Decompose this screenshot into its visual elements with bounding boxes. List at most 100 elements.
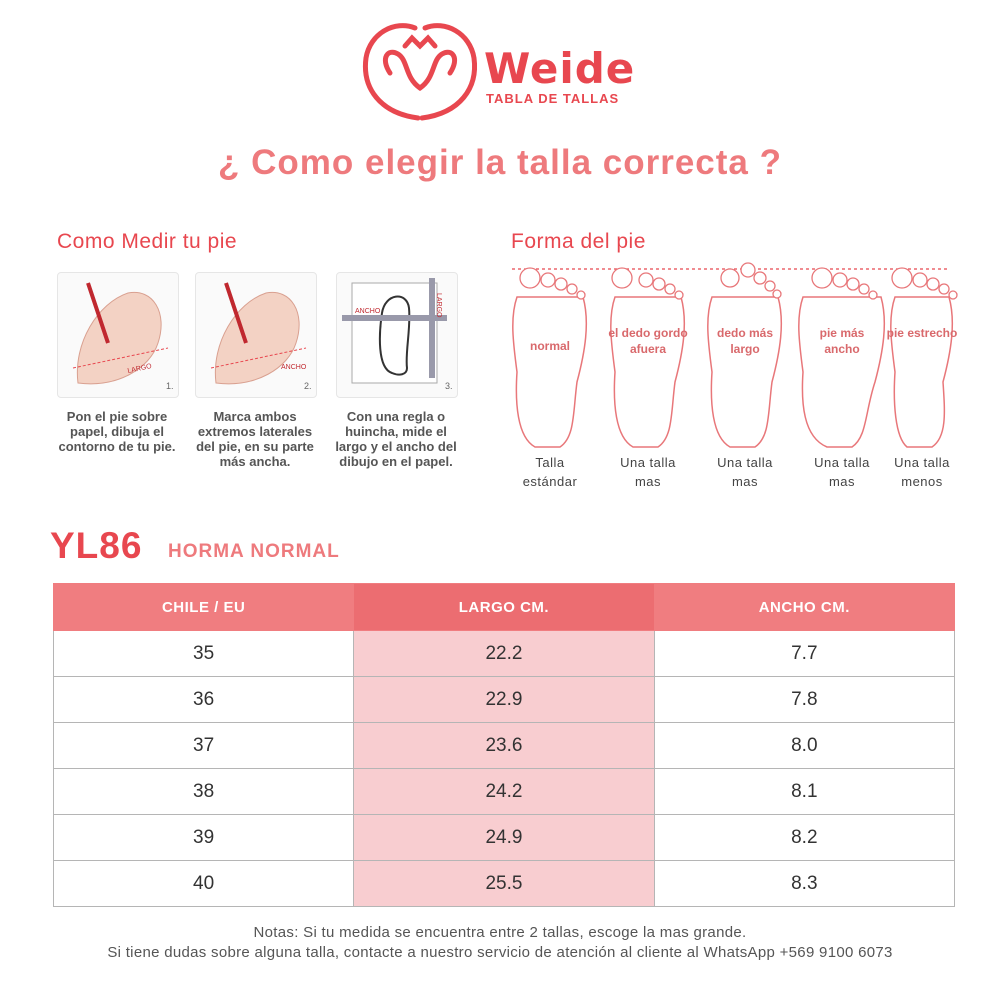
toe <box>638 272 654 288</box>
table-cell: 7.7 <box>653 630 956 677</box>
step-image: LARGO 1. <box>57 272 179 398</box>
step-image: ANCHO LARGO 3. <box>336 272 458 398</box>
table-cell: 8.0 <box>653 722 956 769</box>
foot-outline <box>512 296 588 448</box>
table-row: 36 22.9 7.8 <box>52 676 956 723</box>
table-cell: 24.9 <box>353 814 655 861</box>
foot-outline <box>707 296 783 448</box>
pencil <box>224 282 248 344</box>
shape-result: Una talla mas <box>717 455 773 489</box>
table-cell: 23.6 <box>353 722 655 769</box>
foot-shape <box>610 267 686 448</box>
step-number: 2. <box>304 381 312 391</box>
note: Si tiene dudas sobre alguna talla, conta… <box>107 944 893 961</box>
shape-result: Una talla mas <box>620 455 676 489</box>
table-row: 37 23.6 8.0 <box>52 722 956 769</box>
shape-result: Talla estándar <box>522 455 578 489</box>
foot-shape <box>707 262 783 448</box>
model-code: YL86 <box>50 525 143 566</box>
table-cell: 35 <box>52 630 355 677</box>
toe <box>753 271 767 285</box>
foot-outline <box>798 296 886 448</box>
column-header: ANCHO CM. <box>653 583 956 631</box>
measure-line <box>72 347 169 369</box>
toe <box>868 290 878 300</box>
toe <box>858 283 870 295</box>
shape-label: el dedo gordo afuera <box>608 326 688 356</box>
step-text: Pon el pie sobre papel, dibuja el contor… <box>58 409 176 454</box>
brand-subtitle: TABLA DE TALLAS <box>486 91 620 106</box>
table-cell: 25.5 <box>353 860 655 907</box>
measure-label: ANCHO <box>281 364 307 371</box>
step-image: ANCHO 2. <box>195 272 317 398</box>
table-cell: 38 <box>52 768 355 815</box>
table-cell: 8.2 <box>653 814 956 861</box>
column-header: LARGO CM. <box>353 583 655 631</box>
shape-label: pie estrecho <box>886 326 958 340</box>
toe <box>611 267 633 289</box>
foot-shape <box>890 267 958 448</box>
section-heading: Como Medir tu pie <box>57 230 238 253</box>
table-cell: 22.2 <box>353 630 655 677</box>
toe <box>540 272 556 288</box>
table-cell: 22.9 <box>353 676 655 723</box>
step-text: Con una regla o huincha, mide el largo y… <box>335 409 457 469</box>
toe <box>664 283 676 295</box>
table-cell: 7.8 <box>653 676 956 723</box>
toe <box>912 272 928 288</box>
table-row: 39 24.9 8.2 <box>52 814 956 861</box>
toe <box>519 267 541 289</box>
foot-outline <box>610 296 686 448</box>
table-row: 35 22.2 7.7 <box>52 630 956 677</box>
table-cell: 37 <box>52 722 355 769</box>
table-cell: 8.3 <box>653 860 956 907</box>
toe <box>566 283 578 295</box>
shape-label: dedo más largo <box>716 326 773 356</box>
toe <box>832 272 848 288</box>
step-illustration: ANCHO LARGO 3. <box>342 278 453 391</box>
toe <box>674 290 684 300</box>
foot-shape <box>512 267 588 448</box>
toe <box>926 277 940 291</box>
shape-label: normal <box>529 339 570 353</box>
toe <box>652 277 666 291</box>
table-cell: 36 <box>52 676 355 723</box>
step-number: 3. <box>445 381 453 391</box>
table-cell: 39 <box>52 814 355 861</box>
step-illustration: ANCHO 2. <box>210 282 312 391</box>
step-number: 1. <box>166 381 174 391</box>
toe <box>764 280 776 292</box>
table-row: 38 24.2 8.1 <box>52 768 956 815</box>
table-cell: 40 <box>52 860 355 907</box>
toe <box>891 267 913 289</box>
measure-line <box>210 347 307 369</box>
toe <box>772 289 782 299</box>
column-header: CHILE / EU <box>52 583 355 631</box>
section-heading: Forma del pie <box>511 230 646 253</box>
paper <box>351 282 438 384</box>
measure-label: ANCHO <box>355 308 381 315</box>
note: Notas: Si tu medida se encuentra entre 2… <box>253 924 747 941</box>
foot-shape <box>798 267 886 448</box>
toe <box>938 283 950 295</box>
shape-label: pie más ancho <box>819 326 865 356</box>
logo <box>362 23 478 121</box>
title: ¿ Como elegir la talla correcta ? <box>218 143 782 182</box>
toe <box>720 268 740 288</box>
toe <box>811 267 833 289</box>
brand: Weide <box>484 44 636 93</box>
table-cell: 8.1 <box>653 768 956 815</box>
foot-outline <box>890 296 954 448</box>
toe <box>846 277 860 291</box>
toe <box>948 290 958 300</box>
toe <box>740 262 756 278</box>
measure-label: LARGO <box>435 293 442 318</box>
pencil <box>86 282 110 344</box>
shape-result: Una talla menos <box>894 455 950 489</box>
toe <box>576 290 586 300</box>
shape-result: Una talla mas <box>814 455 870 489</box>
toe <box>554 277 568 291</box>
header-row: CHILE / EU LARGO CM. ANCHO CM. <box>52 583 956 631</box>
